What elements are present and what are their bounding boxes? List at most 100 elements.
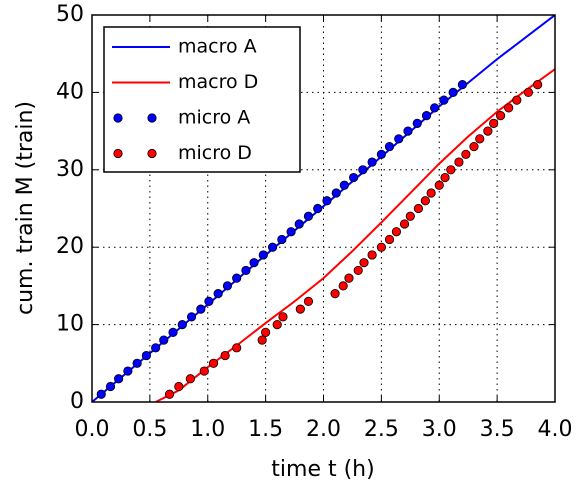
point [512,95,522,105]
point [434,180,444,190]
point [277,234,287,245]
x-tick-label: 3.5 [480,417,515,442]
point [367,250,377,260]
point [303,211,314,221]
point [376,149,386,159]
point [483,126,493,136]
x-tick-label: 0.5 [132,417,167,442]
point [384,234,395,245]
point [384,141,395,152]
point [185,374,195,384]
point [174,381,184,392]
x-tick-label: 1.0 [190,417,225,442]
legend-label: micro A [178,107,250,129]
point [105,381,116,392]
point [448,87,458,98]
point [358,165,368,175]
plot-area [92,15,555,402]
y-axis-label: cum. train M (train) [13,101,38,315]
point [412,118,422,128]
point [96,389,106,399]
plot-frame [91,14,556,403]
legend-marker [113,148,123,159]
point [421,111,432,121]
point [294,219,304,229]
x-tick-label: 2.0 [306,417,341,442]
legend: macro A macro D micro A micro D [103,26,301,173]
point [469,141,479,152]
point [495,111,506,121]
point [430,103,440,113]
point [457,80,467,90]
point [261,327,271,337]
point [504,103,514,113]
point [267,242,278,252]
point [440,172,450,183]
point [272,319,282,330]
point [420,196,430,206]
line [92,15,555,402]
y-tick-label: 40 [56,79,84,104]
point [196,304,206,314]
point [413,203,424,214]
legend-label: macro A [178,36,257,58]
legend-marker [147,148,157,159]
point [177,319,187,330]
legend-box [103,26,301,173]
point [330,289,340,299]
point [405,211,415,221]
point [394,134,404,144]
point [204,296,214,306]
point [303,296,314,306]
point [533,80,543,90]
point [426,188,436,198]
point [339,180,349,190]
legend-label: micro D [178,142,252,164]
x-tick-label: 2.5 [364,417,399,442]
point [295,304,305,314]
point [403,126,413,136]
x-tick-label: 0.0 [75,417,110,442]
point [446,165,456,175]
point [222,281,233,291]
point [114,374,124,384]
point [353,265,363,276]
point [278,312,288,322]
point [461,149,471,159]
point [367,157,377,167]
point [199,366,209,376]
point [232,343,242,353]
point [286,227,296,237]
y-tick-label: 50 [56,2,84,27]
point [454,157,464,167]
point [475,134,485,144]
point [132,358,142,368]
point [344,273,354,283]
point [164,389,175,399]
point [220,350,230,361]
x-tick-label: 4.0 [538,417,573,442]
point [241,265,251,276]
point [348,172,359,183]
point [232,273,242,283]
legend-label: macro D [178,71,258,93]
point [331,188,341,198]
y-tick-label: 30 [56,157,84,182]
point [313,203,323,214]
y-tick-label: 10 [56,312,84,337]
x-tick-label: 1.5 [248,417,283,442]
x-axis-label: time t (h) [271,457,374,482]
point [186,312,197,322]
point [257,335,267,345]
point [376,242,386,252]
y-tick-label: 20 [56,234,84,259]
x-tick-label: 3.0 [422,417,457,442]
point [439,95,449,105]
legend-marker [147,113,157,123]
point [123,366,133,376]
y-tick-label: 0 [70,389,84,414]
point [258,250,268,260]
point [338,281,348,291]
line [155,68,555,402]
